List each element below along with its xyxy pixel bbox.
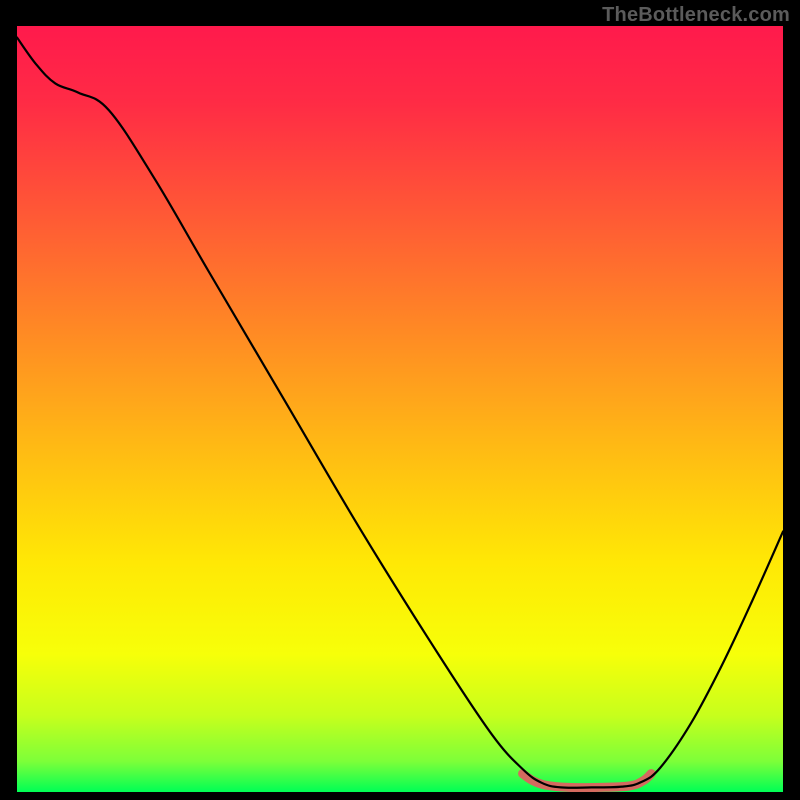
watermark-text: TheBottleneck.com [602, 4, 790, 27]
plot-svg [17, 26, 783, 792]
bottleneck-plot [17, 26, 783, 792]
